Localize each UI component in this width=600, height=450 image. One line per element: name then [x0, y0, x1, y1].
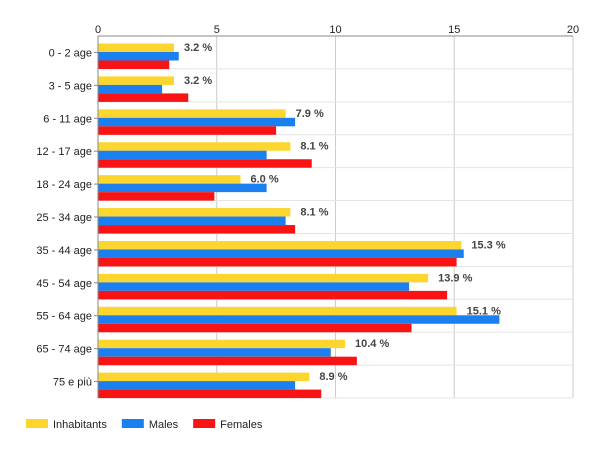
y-tick-label: 25 - 34 age	[36, 212, 92, 224]
data-label: 10.4 %	[355, 338, 389, 350]
bar-males	[98, 348, 331, 357]
x-tick-label: 0	[95, 24, 101, 36]
bar-females	[98, 257, 457, 267]
bar-females	[98, 356, 357, 366]
data-label: 3.2 %	[184, 75, 212, 87]
axes: 0 5 10 15 20 0 - 2 age 3 - 5 age 6 - 11 age 12 -…	[36, 24, 579, 398]
bar-males	[98, 117, 296, 127]
bar-inhabitants	[98, 208, 291, 217]
legend-swatch	[121, 419, 144, 428]
data-label: 8.1 %	[300, 207, 328, 219]
y-tick-label: 75 e più	[53, 377, 92, 389]
bar-females	[98, 60, 170, 69]
bar-females	[98, 192, 215, 201]
bar-inhabitants	[98, 273, 429, 283]
y-tick-label: 6 - 11 age	[43, 113, 92, 125]
bar-inhabitants	[98, 43, 174, 52]
legend-swatch	[193, 419, 216, 428]
data-label: 15.1 %	[467, 305, 501, 317]
bar-females	[98, 93, 189, 102]
bar-females	[98, 159, 312, 168]
bar-males	[98, 84, 163, 94]
bar-males	[98, 150, 267, 160]
bar-inhabitants	[98, 240, 462, 250]
data-label: 7.9 %	[296, 108, 324, 120]
y-tick-label: 3 - 5 age	[49, 80, 92, 92]
x-tick-label: 10	[329, 24, 341, 36]
y-tick-label: 18 - 24 age	[36, 179, 92, 191]
bar-inhabitants	[98, 175, 241, 184]
bar-inhabitants	[98, 339, 345, 349]
legend-label: Females	[220, 419, 263, 431]
bar-males	[98, 381, 296, 390]
bar-inhabitants	[98, 76, 174, 85]
bar-inhabitants	[98, 109, 286, 118]
legend-label: Males	[149, 419, 179, 431]
bar-males	[98, 216, 286, 226]
data-label: 8.9 %	[319, 371, 347, 383]
legend-label: Inhabitants	[53, 419, 107, 431]
bar-females	[98, 290, 448, 300]
bar-inhabitants	[98, 306, 457, 316]
y-tick-label: 35 - 44 age	[36, 245, 92, 257]
y-tick-label: 45 - 54 age	[36, 278, 92, 290]
x-tick-label: 15	[448, 24, 460, 36]
data-label: 15.3 %	[471, 239, 505, 251]
bars	[98, 43, 500, 399]
bar-inhabitants	[98, 372, 310, 382]
data-label: 6.0 %	[251, 174, 279, 186]
data-labels: 3.2 % 3.2 % 7.9 % 8.1 % 6.0 % 8.1 % 15.3 % 13.9…	[184, 42, 506, 383]
y-tick-label: 65 - 74 age	[36, 344, 92, 356]
y-tick-label: 0 - 2 age	[49, 47, 92, 59]
bar-females	[98, 389, 322, 399]
bar-males	[98, 183, 267, 193]
x-tick-label: 20	[567, 24, 579, 36]
data-label: 8.1 %	[300, 141, 328, 153]
bar-males	[98, 249, 464, 258]
x-tick-label: 5	[214, 24, 220, 36]
bar-males	[98, 315, 500, 324]
bar-females	[98, 126, 277, 135]
legend: Inhabitants Males Females	[26, 419, 263, 431]
bar-females	[98, 225, 296, 234]
y-tick-label: 55 - 64 age	[36, 311, 92, 323]
bar-females	[98, 323, 412, 333]
bar-males	[98, 282, 410, 291]
bar-inhabitants	[98, 142, 291, 151]
data-label: 13.9 %	[438, 272, 472, 284]
bar-males	[98, 52, 179, 61]
legend-swatch	[26, 419, 48, 428]
y-tick-label: 12 - 17 age	[36, 146, 92, 158]
data-label: 3.2 %	[184, 42, 212, 54]
